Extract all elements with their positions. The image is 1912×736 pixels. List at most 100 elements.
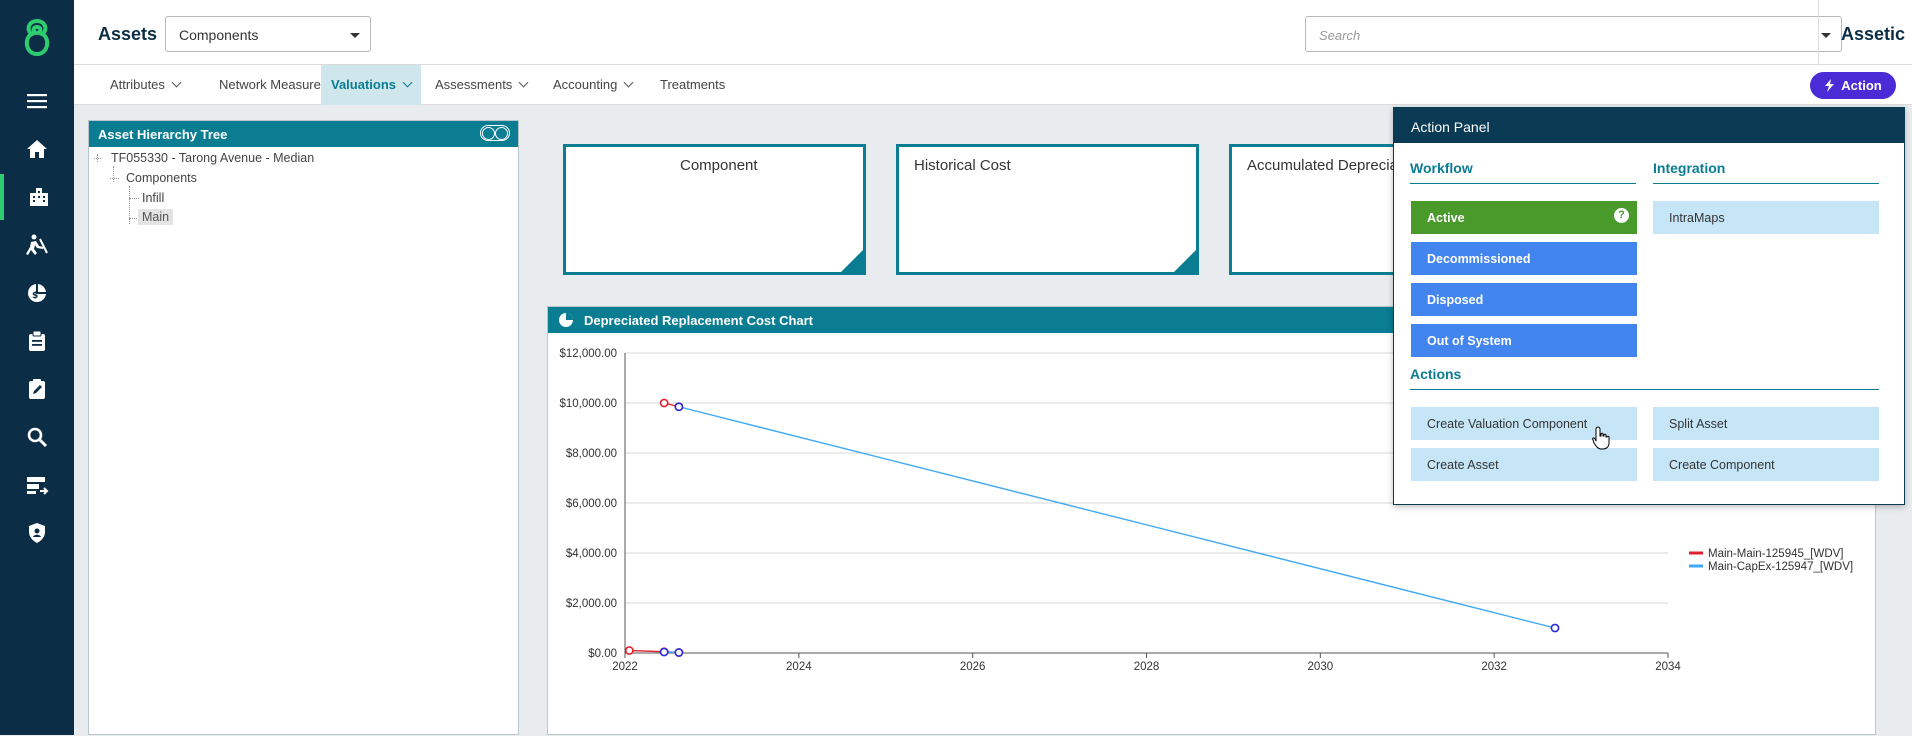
chevron-down-icon	[350, 33, 360, 38]
workflow-out-of-system-button[interactable]: Out of System	[1411, 324, 1637, 357]
data-point	[659, 398, 669, 408]
tab-label: Accounting	[553, 77, 618, 92]
workflow-title: Workflow	[1410, 160, 1636, 184]
tree-node-infill[interactable]: Infill	[142, 191, 165, 205]
tab-attributes[interactable]: Attributes	[100, 65, 190, 105]
drc-chart: $0.00 $2,000.00 $4,000.00 $6,000.00 $8,000.0…	[559, 348, 1853, 673]
data-point	[659, 647, 669, 657]
chevron-down-icon	[518, 77, 529, 88]
tree-connector	[129, 198, 139, 199]
top-header: Assets Components Search Assetic	[74, 0, 1912, 65]
card-title: Historical Cost	[914, 157, 1011, 174]
clipboard-icon[interactable]	[0, 318, 74, 364]
button-label: Out of System	[1427, 334, 1512, 348]
x-tick-label: 2028	[1134, 661, 1160, 673]
card-corner	[841, 250, 863, 272]
component-select-value: Components	[179, 27, 259, 43]
tab-assessments[interactable]: Assessments	[425, 65, 537, 105]
chevron-down-icon	[1821, 33, 1831, 38]
x-tick-label: 2030	[1308, 661, 1334, 673]
button-label: Disposed	[1427, 293, 1484, 307]
tree-node-components[interactable]: Components	[126, 171, 197, 185]
action-panel: Action Panel Workflow Integration Active…	[1393, 107, 1905, 505]
component-select[interactable]: Components	[165, 16, 371, 52]
data-point	[1550, 623, 1560, 633]
shield-icon[interactable]	[0, 510, 74, 556]
workflow-decommissioned-button[interactable]: Decommissioned	[1411, 242, 1637, 275]
legend-label: Main-CapEx-125947_[WDV]	[1708, 561, 1853, 573]
tree-connector	[113, 166, 114, 182]
search-icon[interactable]	[0, 414, 74, 460]
tree-header: Asset Hierarchy Tree	[89, 121, 518, 147]
create-asset-button[interactable]: Create Asset	[1411, 448, 1637, 481]
tab-label: Assessments	[435, 77, 513, 92]
card-title: Accumulated Depreciat	[1247, 157, 1403, 174]
chart-title: Depreciated Replacement Cost Chart	[584, 313, 814, 328]
search-input[interactable]: Search	[1305, 16, 1842, 52]
tree-node-main[interactable]: Main	[138, 209, 174, 225]
svg-text:$: $	[32, 291, 38, 301]
assets-icon[interactable]	[0, 174, 74, 220]
x-tick-label: 2026	[960, 661, 986, 673]
tab-treatments[interactable]: Treatments	[650, 65, 735, 105]
tab-network-measure[interactable]: Network Measure	[209, 65, 331, 105]
y-tick-label: $8,000.00	[566, 448, 617, 460]
button-label: Active	[1427, 211, 1465, 225]
search-placeholder: Search	[1319, 28, 1361, 43]
y-tick-label: $2,000.00	[566, 598, 617, 610]
tree-connector	[129, 218, 139, 219]
y-tick-label: $10,000.00	[559, 398, 617, 410]
home-icon[interactable]	[0, 126, 74, 172]
button-label: Create Valuation Component	[1427, 417, 1588, 431]
x-tick-label: 2022	[612, 661, 638, 673]
tab-label: Network Measure	[219, 77, 321, 92]
x-tick-label: 2032	[1481, 661, 1507, 673]
workflow-active-button[interactable]: Active ?	[1411, 201, 1637, 234]
action-button[interactable]: Action	[1810, 72, 1896, 99]
action-panel-header: Action Panel	[1394, 108, 1904, 143]
help-icon[interactable]: ?	[1614, 208, 1629, 223]
left-nav: $	[0, 0, 74, 735]
chevron-down-icon	[623, 77, 634, 88]
tab-bar: Attributes Network Measure Valuations As…	[74, 65, 1912, 105]
component-card[interactable]: Component	[563, 144, 866, 275]
pie-chart-icon	[559, 313, 573, 327]
work-icon[interactable]	[0, 222, 74, 268]
page-title: Assets	[98, 24, 158, 44]
y-tick-label: $6,000.00	[566, 498, 617, 510]
y-tick-label: $12,000.00	[559, 348, 617, 360]
card-title: Component	[680, 157, 758, 174]
asset-hierarchy-tree: Asset Hierarchy Tree TF055330 - Tarong A…	[88, 120, 519, 735]
tab-label: Attributes	[110, 77, 165, 92]
y-tick-label: $0.00	[588, 648, 617, 660]
tree-node-root[interactable]: TF055330 - Tarong Avenue - Median	[111, 151, 315, 165]
historical-cost-card[interactable]: Historical Cost	[896, 144, 1199, 275]
menu-icon[interactable]	[0, 78, 74, 124]
assessment-icon[interactable]	[0, 366, 74, 412]
integration-title: Integration	[1653, 160, 1879, 184]
tree-title: Asset Hierarchy Tree	[98, 127, 228, 142]
create-component-button[interactable]: Create Component	[1653, 448, 1879, 481]
button-label: Decommissioned	[1427, 252, 1531, 266]
assetic-logo[interactable]	[20, 18, 54, 58]
tab-valuations[interactable]: Valuations	[321, 65, 422, 105]
toggle-icon[interactable]	[480, 125, 510, 141]
y-tick-label: $4,000.00	[566, 548, 617, 560]
tab-accounting[interactable]: Accounting	[543, 65, 642, 105]
split-asset-button[interactable]: Split Asset	[1653, 407, 1879, 440]
data-icon[interactable]	[0, 462, 74, 508]
intramaps-button[interactable]: IntraMaps	[1653, 201, 1879, 234]
button-label: Split Asset	[1669, 417, 1728, 431]
legend-label: Main-Main-125945_[WDV]	[1708, 548, 1844, 560]
x-tick-label: 2024	[786, 661, 812, 673]
x-tick-label: 2034	[1655, 661, 1681, 673]
workflow-disposed-button[interactable]: Disposed	[1411, 283, 1637, 316]
hand-cursor-icon	[1592, 426, 1610, 450]
data-point	[624, 646, 634, 655]
tab-label: Valuations	[331, 77, 397, 92]
series-line	[678, 406, 1556, 629]
brand-name: Assetic	[1841, 24, 1906, 44]
brand: Assetic	[1818, 0, 1912, 65]
tree-connector	[110, 178, 119, 179]
finance-icon[interactable]: $	[0, 270, 74, 316]
